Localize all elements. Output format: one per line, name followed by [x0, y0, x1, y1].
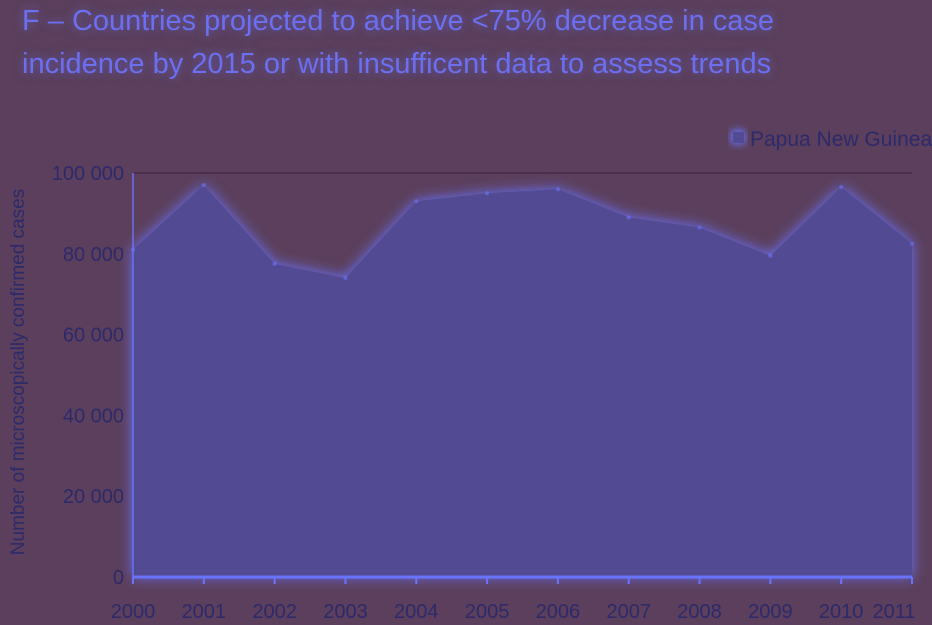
y-tick-label: 100 000: [52, 163, 124, 185]
chart-title: F – Countries projected to achieve <75% …: [22, 5, 775, 80]
area-series-papua-new-guinea: [133, 185, 912, 577]
legend: Papua New Guinea: [731, 128, 932, 151]
data-point: [910, 241, 914, 246]
data-point: [697, 225, 702, 230]
y-tick-label: 80 000: [63, 244, 124, 266]
data-point: [272, 261, 277, 266]
y-tick-label: 40 000: [63, 405, 124, 427]
x-tick-label: 2011: [872, 601, 915, 623]
data-point: [555, 187, 560, 192]
x-tick-label: 2010: [819, 601, 864, 623]
x-tick-label: 2007: [606, 601, 651, 623]
y-tick-label: 0: [113, 567, 124, 589]
x-tick-label: 2001: [182, 601, 227, 623]
area-series-group: [131, 183, 914, 577]
y-tick-group: 0 20 000 40 000 60 000 80 000 100 000: [52, 163, 124, 589]
data-point: [485, 191, 490, 196]
data-point: [626, 215, 631, 220]
x-tick-label: 2003: [323, 601, 368, 623]
x-tick-label: 2009: [748, 601, 793, 623]
x-tick-label: 2006: [536, 601, 581, 623]
data-point: [414, 199, 419, 204]
y-axis-title: Number of microscopically confirmed case…: [8, 189, 29, 555]
x-tick-label: 2002: [252, 601, 297, 623]
x-tick-label: 2005: [465, 601, 510, 623]
x-tick-label: 2004: [394, 601, 439, 623]
x-tick-label: 2000: [111, 601, 156, 623]
x-tick-group: 2000 2001 2002 2003 2004 2005 2006 2007 2008 2009…: [111, 577, 916, 623]
data-point: [343, 276, 348, 280]
x-tick-label: 2008: [677, 601, 722, 623]
data-point: [768, 253, 773, 258]
data-point: [201, 183, 206, 188]
y-tick-label: 60 000: [63, 325, 124, 347]
y-tick-label: 20 000: [63, 486, 124, 508]
legend-label: Papua New Guinea: [750, 128, 932, 151]
data-point: [839, 185, 844, 190]
